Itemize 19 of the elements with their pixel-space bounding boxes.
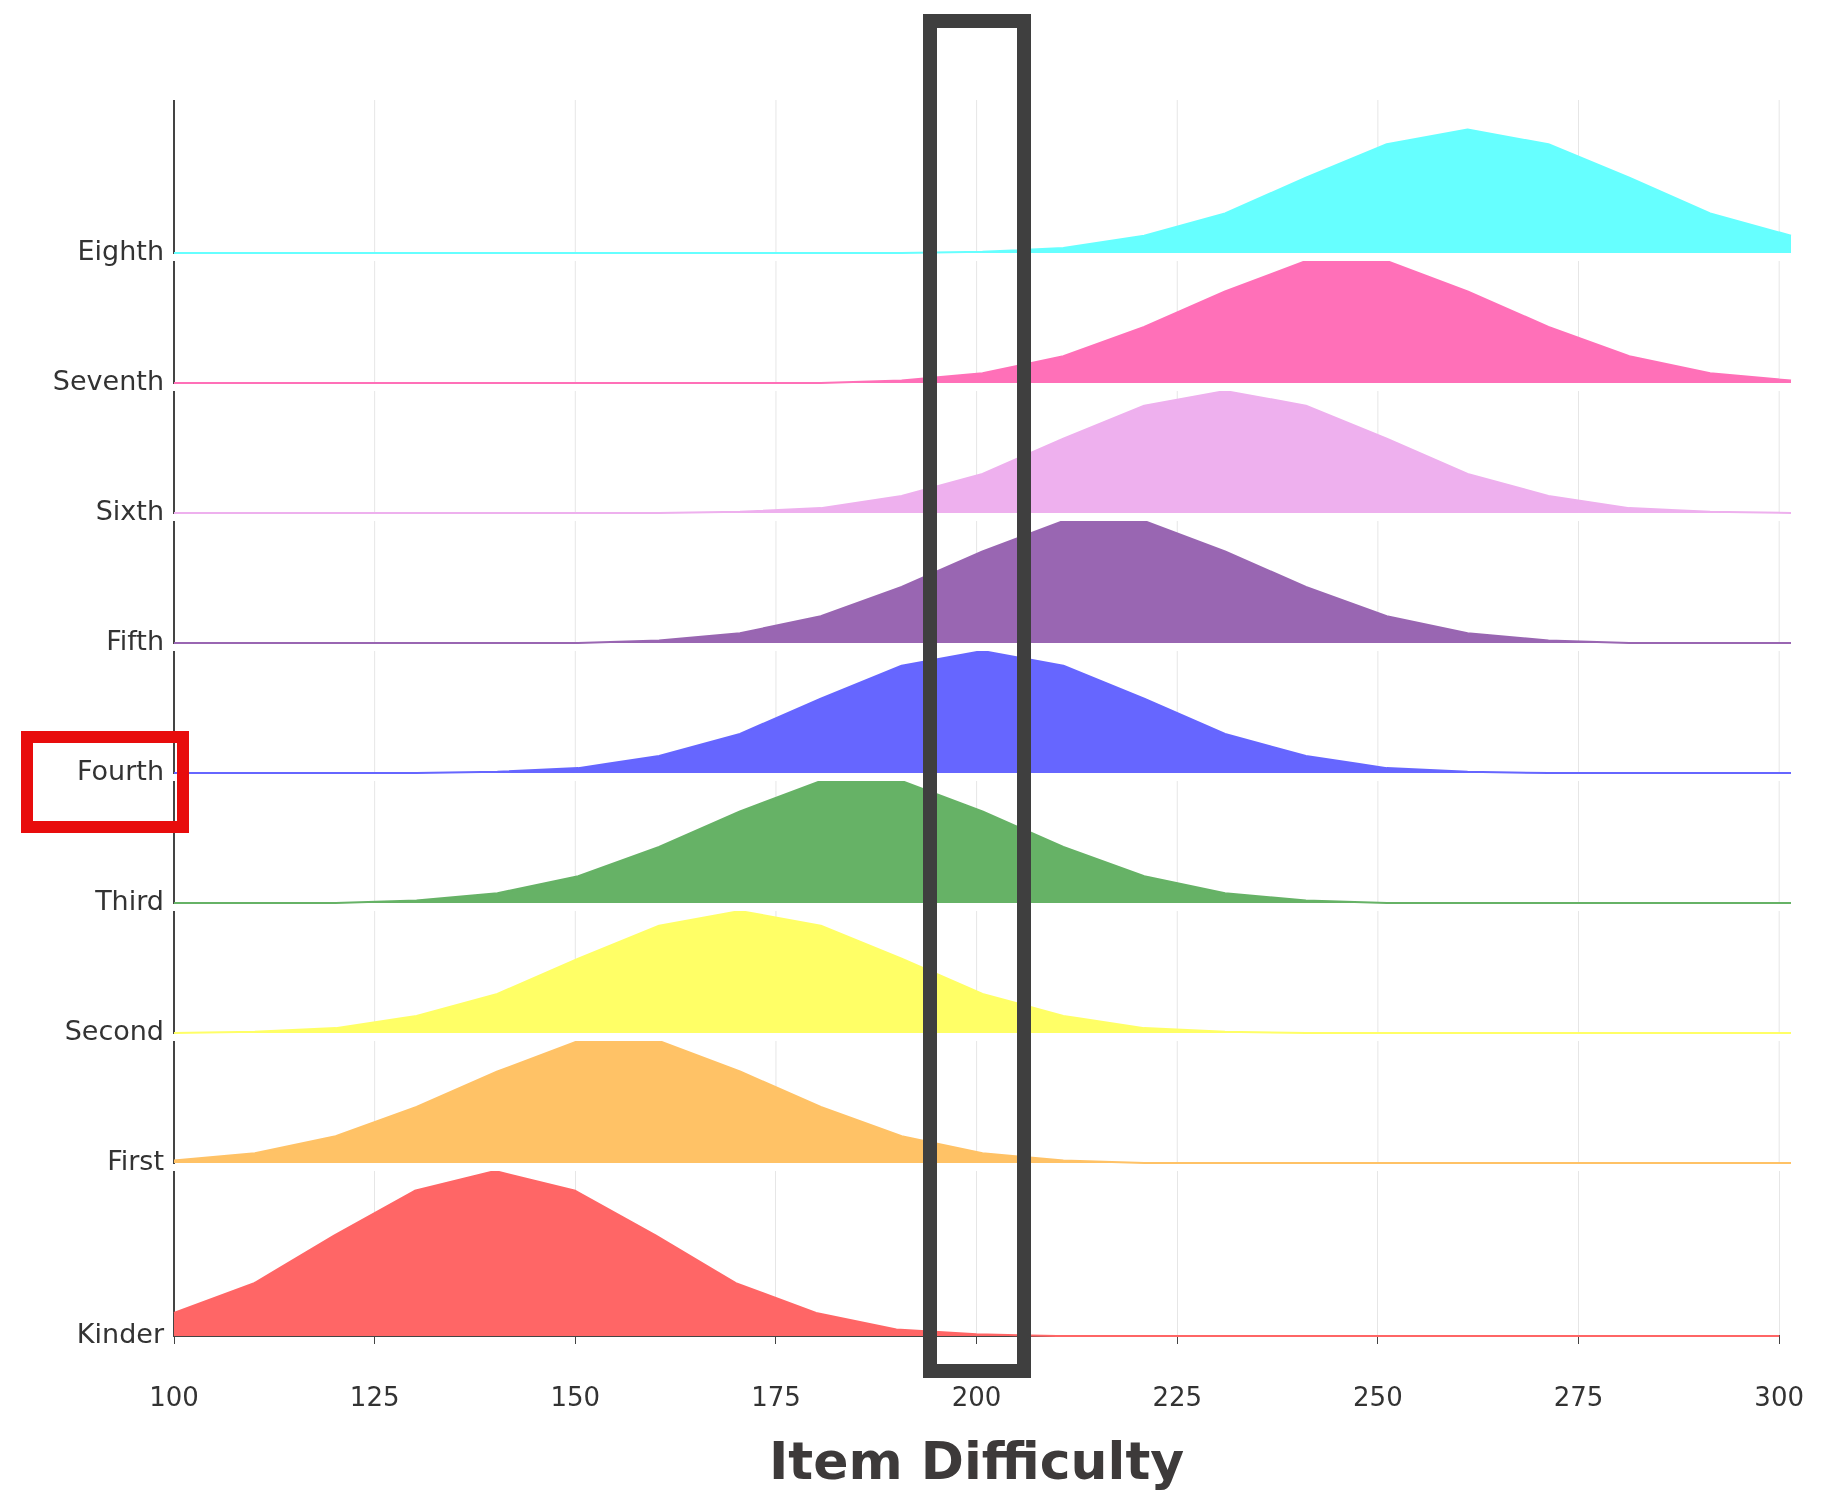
x-tick-label: 200: [951, 1382, 1002, 1413]
y-axis-title: Sixth: [95, 495, 164, 527]
x-tick-label: 300: [1754, 1382, 1805, 1413]
y-axis-title: Fifth: [106, 625, 164, 657]
y-axis-title: Kinder: [76, 1318, 165, 1350]
y-axis-title: Second: [64, 1015, 164, 1047]
y-axis-title: Fourth: [77, 755, 164, 787]
x-tick-label: 250: [1353, 1382, 1403, 1413]
y-axis-title: Third: [94, 885, 164, 917]
x-tick-label: 275: [1553, 1382, 1604, 1413]
x-tick-label: 175: [751, 1382, 801, 1413]
x-tick-label: 100: [149, 1382, 199, 1413]
x-axis-title: Item Difficulty: [769, 1431, 1185, 1491]
y-axis-title: Seventh: [52, 365, 164, 397]
x-tick-label: 150: [550, 1382, 601, 1413]
y-axis-title: First: [107, 1145, 164, 1177]
x-tick-label: 225: [1152, 1382, 1203, 1413]
x-tick-label: 125: [349, 1382, 400, 1413]
y-axis-title: Eighth: [77, 235, 164, 267]
